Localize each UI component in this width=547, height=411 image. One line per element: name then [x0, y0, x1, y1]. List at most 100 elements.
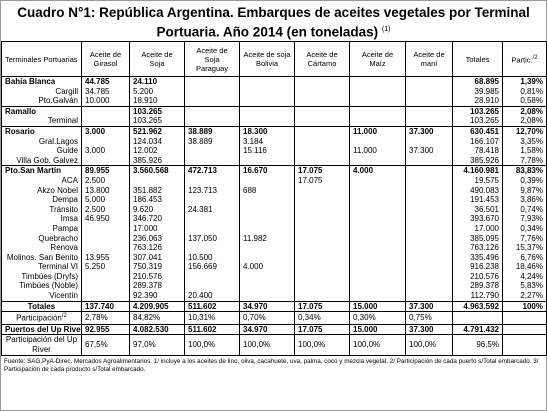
cell: [452, 311, 503, 324]
row-label: Molinos. San Benito: [1, 252, 82, 263]
label-text: Pto.San Martín: [5, 166, 62, 176]
cell: [405, 233, 453, 244]
cell: [184, 271, 240, 282]
cell: 17.000: [129, 223, 185, 234]
label-text: Terminal: [47, 116, 78, 126]
cell: [349, 262, 406, 272]
cell: 511.602: [184, 300, 240, 312]
row: Participación/2 2,78% 84,82% 10,31% 0,70% 0,3…: [1, 311, 547, 324]
cell: 166.107: [452, 136, 503, 147]
table: Terminales Portuarias Aceite de Girasol Ac…: [1, 41, 547, 357]
cell: 18.910: [129, 96, 185, 107]
cell: 100,0%: [239, 334, 295, 357]
cell: 16.670: [239, 165, 295, 176]
row-label: ACA: [1, 175, 82, 186]
label-text: Guide: [56, 146, 78, 156]
cell: [81, 271, 130, 282]
cell: [405, 175, 453, 186]
row-label: Tránsito: [1, 204, 82, 215]
row-label: Ramallo: [1, 105, 82, 117]
cell: [184, 223, 240, 234]
cell: [349, 116, 406, 127]
cell: [294, 185, 350, 196]
label-text: Bahía Blanca: [5, 77, 56, 86]
label-text: Dempa: [52, 195, 78, 205]
cell: [349, 281, 406, 292]
cell: [294, 105, 350, 117]
row: Puertos del Up River 92.955 4.082.530 511.6…: [1, 323, 547, 335]
label-text: Puertos del Up River: [5, 324, 82, 334]
header-text: Partic.: [511, 55, 533, 65]
cell: [239, 281, 295, 292]
cell: 511.602: [184, 323, 240, 335]
label-note: /2: [61, 313, 67, 320]
label-text: Timbúes (Noble): [19, 281, 78, 291]
cell: 0,39%: [502, 175, 547, 186]
cell: [349, 233, 406, 244]
cell: 4.000: [239, 262, 295, 272]
cell: [349, 223, 406, 234]
label-text: Rosario: [5, 126, 35, 136]
row-label: Timbúes (Dryfs): [1, 271, 82, 282]
cell: 3,35%: [502, 136, 547, 147]
header-text: Aceite de Girasol: [89, 50, 122, 68]
cell: [349, 243, 406, 253]
cell: 100,0%: [184, 334, 240, 357]
cell: [294, 214, 350, 224]
cell: [184, 146, 240, 156]
cell: 83,83%: [502, 165, 547, 176]
cell: 236.063: [129, 233, 185, 244]
row: Totales 137.740 4.209.905 511.602 34.970 17.0…: [1, 300, 547, 312]
label-text: Vicentín: [49, 291, 78, 301]
cell: [239, 204, 295, 215]
cell: 84,82%: [129, 311, 185, 324]
cell: [502, 323, 547, 335]
cell: 385.095: [452, 233, 503, 244]
row-label: Imsa: [1, 214, 82, 224]
label-text: Pto.Galván: [38, 96, 78, 106]
label-text: Participación: [16, 313, 62, 323]
cell: [405, 281, 453, 292]
header-text: Terminales Portuarias: [5, 54, 78, 64]
header-text: Aceite de maní: [413, 50, 445, 68]
cell: 24.110: [129, 75, 185, 87]
cell: 289.378: [452, 281, 503, 292]
cell: 335.496: [452, 252, 503, 263]
cell: 17.075: [294, 165, 350, 176]
cell: [239, 252, 295, 263]
header-cell: Aceite de maní: [405, 41, 453, 77]
cell: 2.500: [81, 204, 130, 215]
cell: 5,83%: [502, 281, 547, 292]
cell: [81, 281, 130, 292]
cell: [239, 75, 295, 87]
cell: 1,58%: [502, 146, 547, 156]
cell: 156.669: [184, 262, 240, 272]
row-label: Pampa: [1, 223, 82, 234]
cell: 100,0%: [349, 334, 406, 357]
cell: 7,93%: [502, 214, 547, 224]
header-note: /2: [532, 54, 538, 61]
row: Renova 763.126 763.126 15,37%: [1, 243, 547, 253]
cell: 3.000: [81, 146, 130, 156]
cell: [184, 281, 240, 292]
cell: [81, 105, 130, 117]
label-text: Gral.Lagos: [38, 136, 78, 146]
cell: 89.955: [81, 165, 130, 176]
cell: 688: [239, 185, 295, 196]
header-text: Aceite de Soja Paraguay: [195, 45, 229, 73]
cell: 186.453: [129, 195, 185, 205]
cell: [239, 291, 295, 302]
cell: [184, 155, 240, 166]
cell: 351.882: [129, 185, 185, 196]
cell: [294, 281, 350, 292]
cell: 112.790: [452, 291, 503, 302]
header-text: Aceite de Soja: [141, 50, 173, 68]
cell: 472.713: [184, 165, 240, 176]
row-label: Participación del Up River: [1, 334, 82, 357]
cell: 17.075: [294, 323, 350, 335]
cell: 4.160.981: [452, 165, 503, 176]
cell: 28.910: [452, 96, 503, 107]
cell: 9,87%: [502, 185, 547, 196]
cell: [405, 195, 453, 205]
